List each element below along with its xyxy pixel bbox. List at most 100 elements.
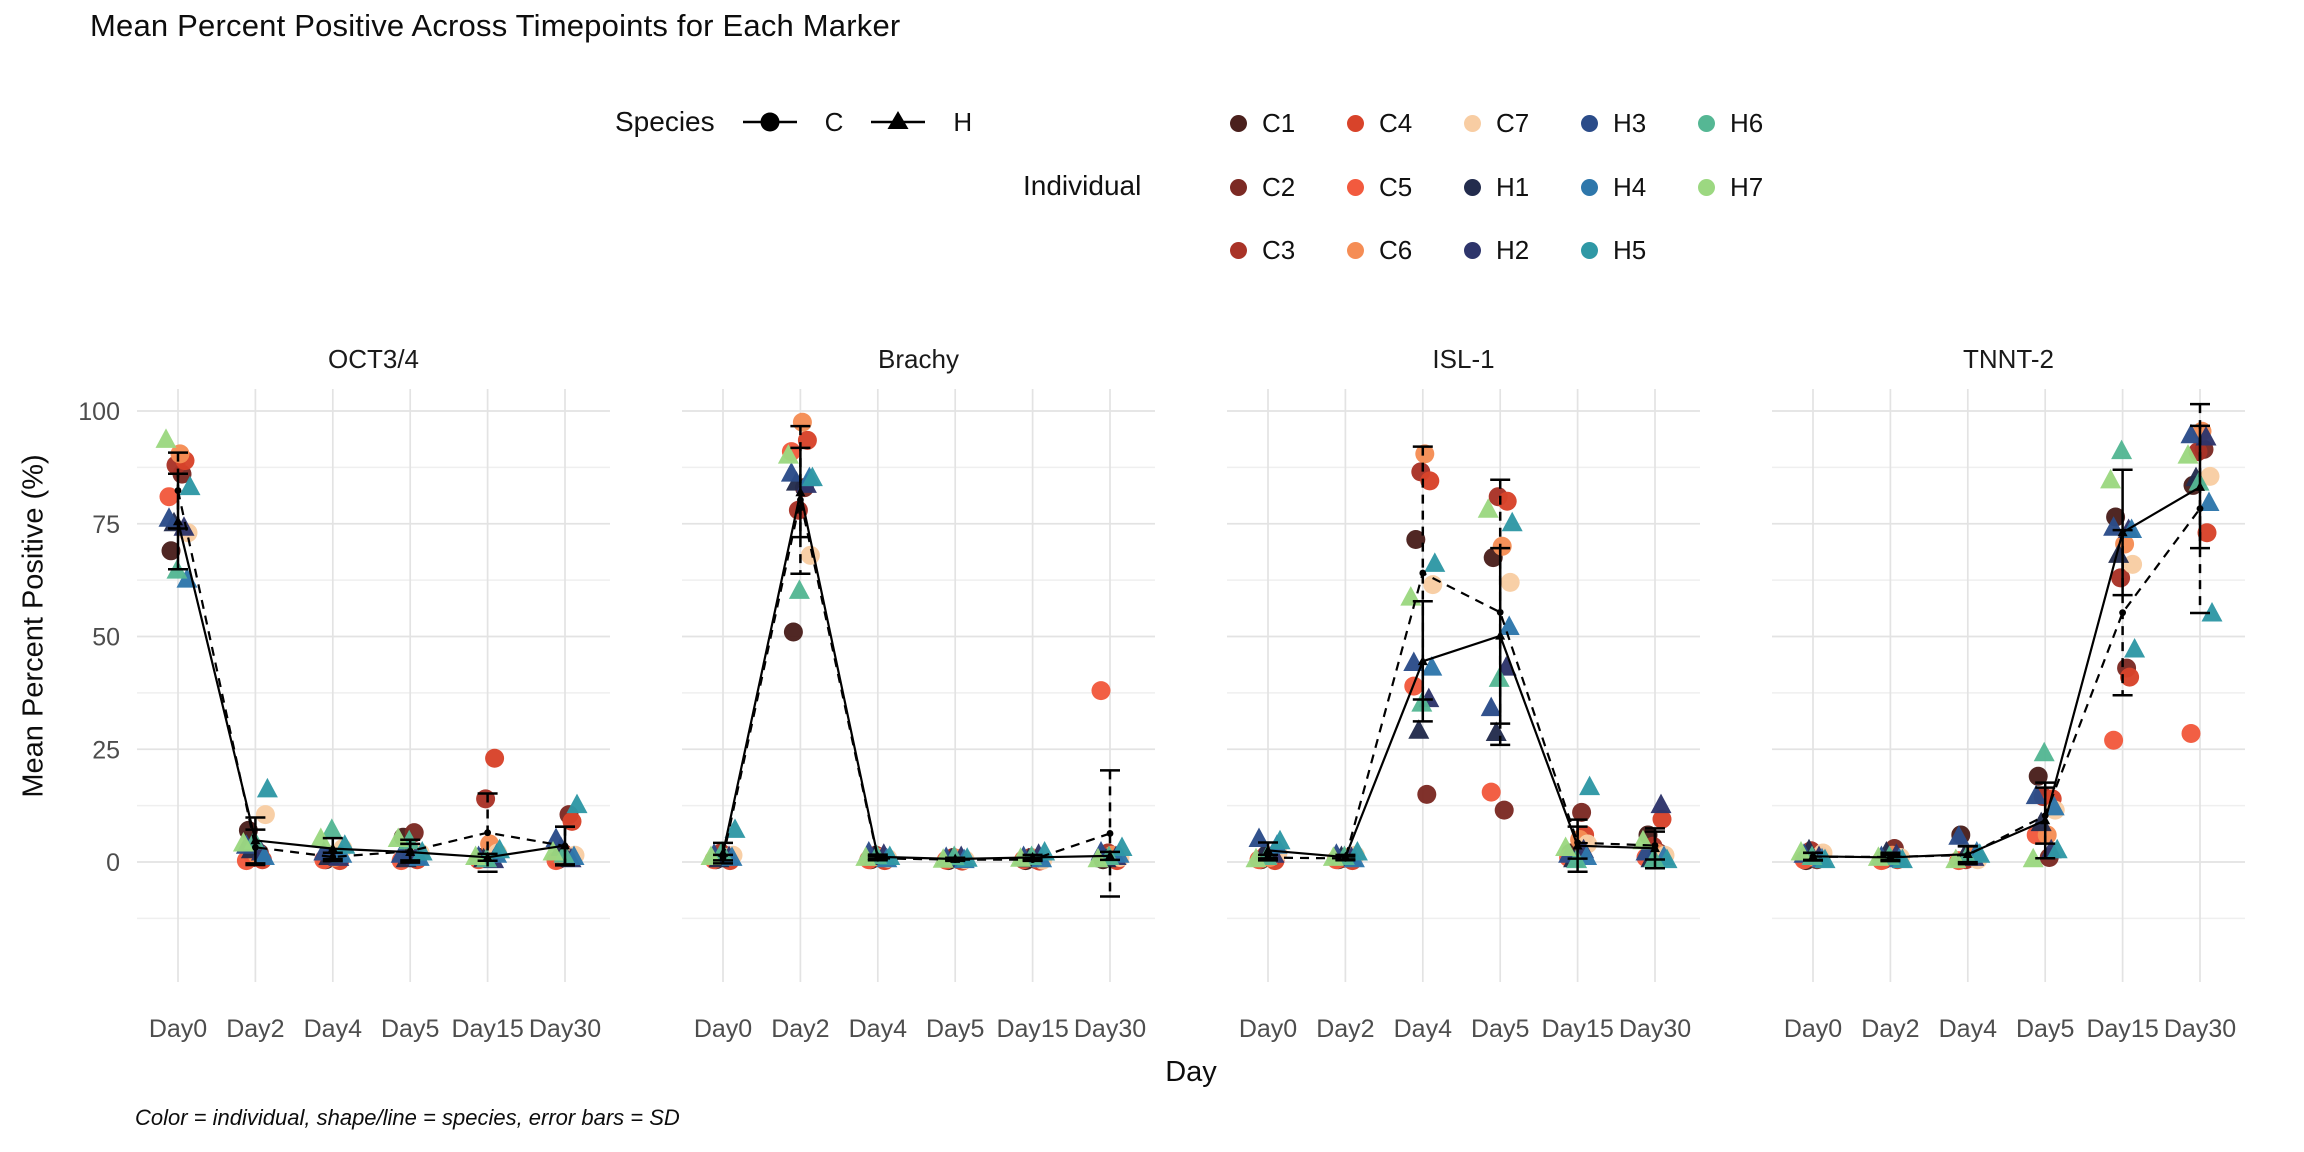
data-point-C4	[2197, 523, 2217, 543]
data-point-H5	[179, 475, 201, 496]
data-point-H7	[232, 831, 254, 852]
data-point-H6	[2111, 439, 2133, 460]
mean-marker-C	[1106, 830, 1114, 837]
mean-marker-H	[1340, 851, 1351, 861]
legend-label-C1: C1	[1262, 107, 1296, 138]
mean-marker-H	[2195, 481, 2205, 491]
data-point-C4	[2120, 667, 2140, 687]
data-point-C6	[1492, 536, 1512, 556]
facet-panel-1: Brachy Day0 Day2 Day4 Day5 Day15 Day30	[682, 344, 1155, 1043]
data-point-H7	[1245, 847, 1267, 868]
x-tick-label: Day5	[1471, 1015, 1529, 1043]
data-point-H5	[566, 793, 588, 814]
data-point-H7	[777, 444, 799, 464]
data-point-H3	[1248, 827, 1270, 847]
species-h-label: H	[953, 106, 973, 137]
legend-dot-H4	[1581, 178, 1598, 196]
data-point-H5	[2201, 601, 2223, 622]
y-tick-label: 25	[92, 736, 120, 764]
data-point-C4	[1497, 491, 1517, 511]
data-point-H5	[2046, 838, 2068, 859]
mean-marker-H	[173, 515, 183, 526]
x-tick-label: Day2	[771, 1015, 829, 1043]
data-point-H7	[155, 428, 177, 448]
data-point-H5	[724, 818, 746, 838]
data-point-H1	[1408, 719, 1430, 739]
mean-marker-H	[1808, 850, 1818, 861]
y-tick-label: 75	[92, 511, 120, 539]
mean-line-H	[721, 492, 1111, 861]
legend-label-H2: H2	[1496, 234, 1530, 265]
data-point-H3	[1948, 825, 1970, 845]
x-tick-label: Day30	[2164, 1015, 2236, 1043]
data-point-C2	[1494, 800, 1514, 820]
legend-item-C3: C3	[1230, 235, 1295, 265]
legend-item-C4: C4	[1347, 108, 1412, 138]
x-axis-title: Day	[1165, 1056, 1217, 1088]
x-tick-label: Day4	[1394, 1015, 1452, 1043]
data-point-C5	[2181, 723, 2201, 743]
data-point-C1	[161, 541, 181, 561]
legend-dot-C2	[1230, 178, 1247, 196]
legend-dot-H2	[1464, 241, 1481, 259]
mean-marker-H	[1650, 842, 1660, 853]
data-point-C5	[1091, 681, 1111, 701]
data-point-H2	[1650, 793, 1672, 814]
data-point-H5	[1424, 552, 1446, 572]
facet-label: OCT3/4	[328, 344, 419, 374]
data-point-C3	[2111, 568, 2131, 588]
x-tick-label: Day15	[1541, 1015, 1613, 1043]
facet-panel-2: ISL-1 Day0 Day2 Day4 Day5 Day15 Day30	[1227, 344, 1700, 1043]
facet-label: ISL-1	[1432, 344, 1494, 374]
data-point-C7	[2123, 554, 2143, 574]
data-point-C5	[1481, 782, 1501, 802]
data-point-H6	[321, 818, 343, 838]
data-point-C1	[783, 622, 803, 642]
data-point-H4	[2198, 491, 2220, 511]
mean-marker-H	[2117, 526, 2128, 537]
mean-marker-H	[718, 847, 728, 857]
data-point-H5	[1579, 775, 1601, 796]
mean-marker-H	[2040, 814, 2051, 825]
legend-item-C1: C1	[1230, 108, 1295, 138]
data-point-H3	[780, 462, 802, 482]
data-point-H7	[1555, 836, 1577, 856]
x-tick-label: Day4	[304, 1015, 362, 1043]
data-point-H3	[2180, 423, 2202, 444]
data-point-H3	[390, 843, 412, 863]
mean-marker-C	[1419, 569, 1427, 577]
y-tick-label: 100	[78, 398, 120, 426]
x-tick-label: Day15	[996, 1015, 1068, 1043]
data-point-H5	[1269, 829, 1291, 850]
legend-item-H1: H1	[1464, 172, 1529, 202]
legend-label-H5: H5	[1613, 234, 1647, 265]
legend-item-H6: H6	[1698, 108, 1763, 138]
mean-marker-H	[405, 846, 416, 856]
legend-dot-C1	[1230, 114, 1247, 132]
legend-label-C6: C6	[1379, 234, 1413, 265]
legend-label-C4: C4	[1379, 107, 1413, 138]
mean-marker-H	[872, 851, 883, 861]
data-point-H5	[256, 777, 278, 798]
species-h-key-icon	[871, 111, 926, 129]
x-tick-label: Day2	[1316, 1015, 1374, 1043]
data-point-H7	[542, 840, 564, 861]
data-point-H3	[2025, 784, 2047, 805]
facet-label: TNNT-2	[1963, 344, 2054, 374]
legend-item-C6: C6	[1347, 235, 1412, 265]
mean-marker-H	[1417, 655, 1428, 666]
data-point-C5	[2104, 730, 2124, 750]
legend-item-H2: H2	[1464, 235, 1529, 265]
legend-item-H7: H7	[1698, 172, 1763, 202]
mean-marker-H	[950, 853, 961, 863]
legend-label-C7: C7	[1496, 107, 1530, 138]
mean-marker-H	[795, 487, 806, 497]
x-tick-label: Day5	[2016, 1015, 2074, 1043]
mean-marker-H	[560, 840, 570, 850]
legend-label-C5: C5	[1379, 171, 1413, 202]
x-tick-label: Day0	[1239, 1015, 1297, 1043]
legend-dot-H5	[1581, 241, 1598, 259]
data-point-C4	[1652, 809, 1672, 829]
legend-dot-H7	[1698, 178, 1715, 196]
